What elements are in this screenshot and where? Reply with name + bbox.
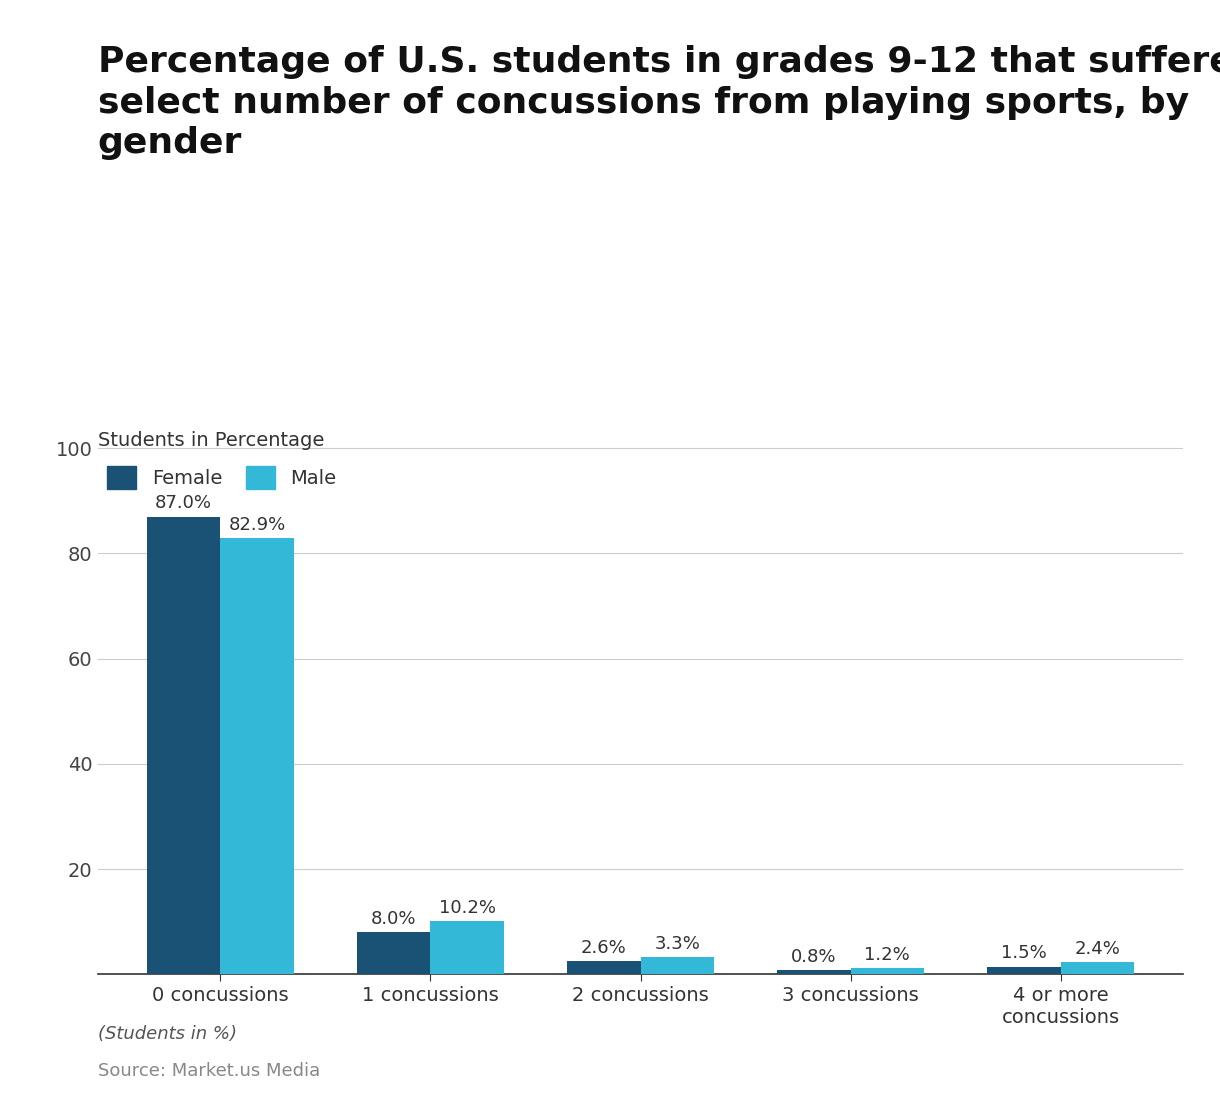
Text: Percentage of U.S. students in grades 9-12 that suffered a
select number of conc: Percentage of U.S. students in grades 9-… <box>98 45 1220 160</box>
Bar <box>850 968 924 974</box>
Text: 3.3%: 3.3% <box>654 935 700 953</box>
Bar <box>221 538 294 974</box>
Text: 2.4%: 2.4% <box>1075 940 1120 958</box>
Text: 1.2%: 1.2% <box>865 946 910 964</box>
Bar <box>357 932 431 974</box>
Text: 2.6%: 2.6% <box>581 939 627 956</box>
Bar <box>431 921 504 974</box>
Legend: Female, Male: Female, Male <box>107 466 337 489</box>
Text: 8.0%: 8.0% <box>371 911 416 928</box>
Text: 10.2%: 10.2% <box>439 898 495 916</box>
Text: 87.0%: 87.0% <box>155 494 212 512</box>
Bar <box>1060 962 1135 974</box>
Text: 1.5%: 1.5% <box>1000 944 1047 962</box>
Bar <box>146 516 221 974</box>
Bar <box>640 956 714 974</box>
Text: Students in Percentage: Students in Percentage <box>98 431 325 450</box>
Text: Source: Market.us Media: Source: Market.us Media <box>98 1062 320 1080</box>
Text: 82.9%: 82.9% <box>228 516 285 534</box>
Bar <box>987 967 1060 974</box>
Text: 0.8%: 0.8% <box>791 948 837 965</box>
Text: (Students in %): (Students in %) <box>98 1025 237 1043</box>
Bar <box>567 961 641 974</box>
Bar <box>777 970 850 974</box>
